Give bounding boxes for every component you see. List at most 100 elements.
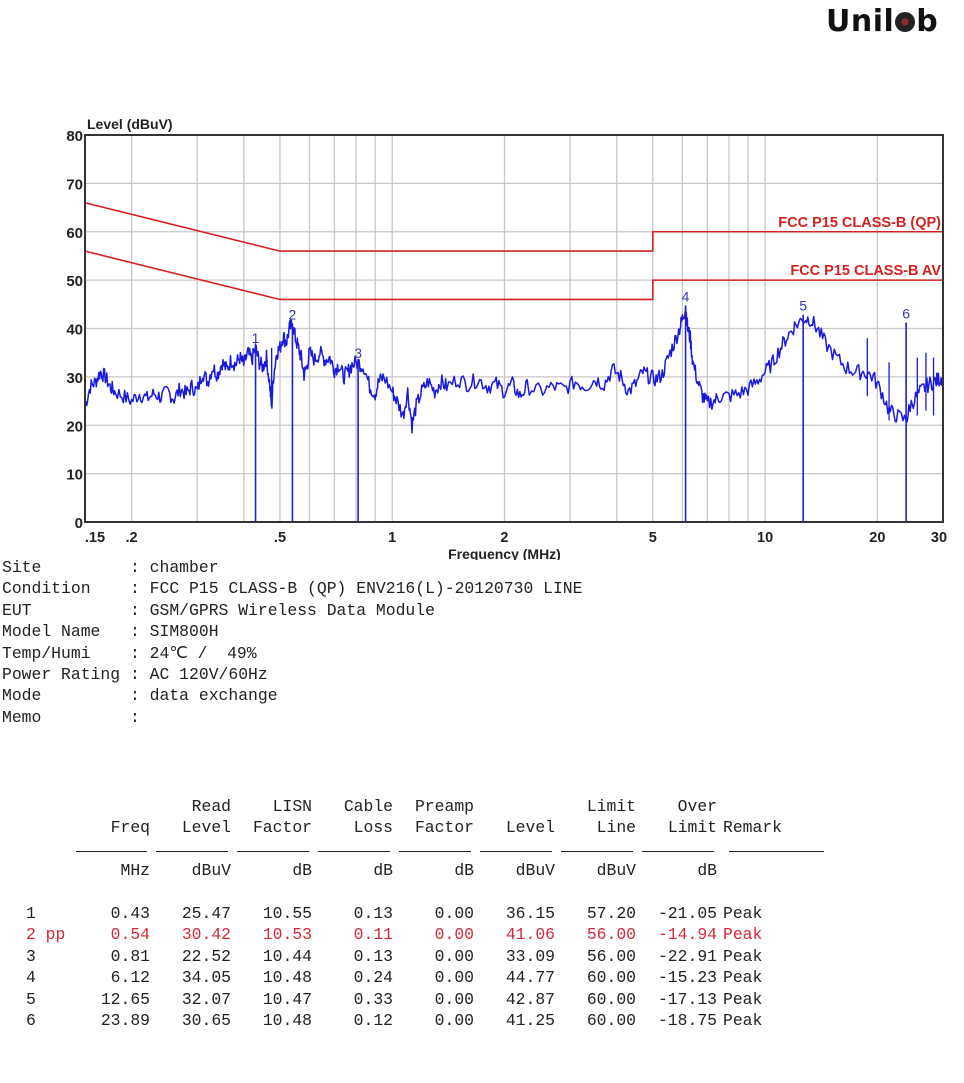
table-cell: 10.47: [262, 989, 312, 1009]
table-cell: 10.55: [262, 903, 312, 923]
table-cell: dBuV: [596, 861, 636, 881]
table-cell: 42.87: [505, 989, 555, 1009]
table-cell: [474, 796, 555, 817]
table-cell: 0.13: [353, 903, 393, 923]
info-label: Site: [2, 558, 42, 577]
header-rule: [561, 839, 633, 852]
marker-label-4: 4: [682, 288, 690, 304]
logo-target-icon: [895, 12, 916, 32]
table-cell: 36.15: [505, 903, 555, 923]
info-row: Power Rating : AC 120V/60Hz: [2, 664, 582, 685]
table-cell: -15.23: [657, 968, 717, 988]
table-cell: 0.00: [434, 946, 474, 966]
table-header-rules: [0, 839, 827, 860]
table-cell: 0.00: [434, 989, 474, 1009]
limit-lines: FCC P15 CLASS-B (QP) FCC P15 CLASS-B AV: [84, 201, 943, 301]
table-row: 4 6.12 34.05 10.48 0.24 0.00 44.77 60.00 -15.23 P…: [0, 967, 827, 988]
table-cell: -17.13: [657, 989, 717, 1009]
table-cell: 0.00: [434, 925, 474, 945]
info-value: :: [130, 707, 140, 727]
table-cell: Over: [677, 797, 717, 816]
table-cell: Limit: [586, 797, 636, 816]
y-tick-label: 60: [66, 225, 83, 242]
info-value: : AC 120V/60Hz: [130, 665, 268, 685]
x-tick-label: 5: [649, 530, 657, 546]
table-cell: 3: [26, 946, 36, 966]
table-cell: 34.05: [181, 968, 231, 988]
table-cell: Peak: [723, 925, 763, 945]
table-row: 5 12.65 32.07 10.47 0.33 0.00 42.87 60.00 -17.13…: [0, 989, 827, 1010]
table-cell: -21.05: [657, 903, 717, 923]
table-cell: [717, 860, 827, 881]
info-row: Site: chamber: [2, 557, 582, 578]
table-cell: 0.12: [353, 1010, 393, 1030]
table-cell: [70, 796, 150, 817]
marker-label-6: 6: [902, 305, 910, 321]
header-rule: [729, 839, 824, 852]
table-cell: 5: [26, 989, 36, 1009]
marker-label-5: 5: [799, 298, 807, 314]
table-cell: 56.00: [586, 925, 636, 945]
table-cell: 56.00: [586, 946, 636, 966]
table-row: 1 0.43 25.47 10.55 0.13 0.00 36.15 57.20 -21.05 P…: [0, 903, 827, 924]
info-row: EUT: GSM/GPRS Wireless Data Module: [2, 600, 582, 621]
header-rule: [156, 839, 228, 852]
table-cell: -18.75: [657, 1010, 717, 1030]
table-cell: 41.06: [505, 925, 555, 945]
info-value: : data exchange: [130, 686, 278, 706]
table-cell: Peak: [723, 946, 763, 966]
table-header-row-2: Freq Level Factor Loss Factor Level Line Limit R…: [0, 817, 827, 838]
table-cell: Line: [596, 818, 636, 838]
x-tick-label: .2: [126, 530, 138, 546]
table-row: 3 0.81 22.52 10.44 0.13 0.00 33.09 56.00 -22.91 P…: [0, 946, 827, 967]
table-cell: 23.89: [100, 1010, 150, 1030]
info-label: Condition: [2, 579, 91, 599]
y-tick-label: 80: [66, 128, 83, 145]
table-cell: Peak: [723, 968, 763, 988]
info-value: : 24℃ / 49%: [130, 643, 257, 663]
x-tick-label: 2: [500, 530, 508, 546]
table-cell: [0, 860, 70, 881]
x-tick-label: .15: [85, 530, 105, 546]
table-units-row: MHz dBuV dB dB dB dBuV dBuV dB: [0, 860, 827, 881]
table-cell: dB: [292, 861, 312, 881]
x-tick-label: 30: [931, 530, 947, 546]
info-value: : FCC P15 CLASS-B (QP) ENV216(L)-2012073…: [130, 579, 583, 599]
table-cell: 60.00: [586, 968, 636, 988]
y-tick-label: 30: [66, 370, 83, 387]
info-label: Power Rating: [2, 665, 121, 685]
table-cell: Freq: [110, 818, 150, 838]
table-cell: 0.33: [353, 989, 393, 1009]
unilab-logo: Unil b: [826, 4, 939, 39]
table-cell: 0.43: [110, 903, 150, 923]
table-cell: 10.48: [262, 1010, 312, 1030]
spectrum-line: [84, 307, 944, 434]
y-tick-label: 0: [75, 515, 83, 532]
y-tick-label: 70: [66, 176, 83, 193]
results-table: Read LISN Cable Preamp Limit Over Freq Level Fac…: [0, 796, 827, 1031]
table-cell: Peak: [723, 1010, 763, 1030]
table-cell: 4: [26, 968, 36, 988]
table-row: 6 23.89 30.65 10.48 0.12 0.00 41.25 60.00 -18.75…: [0, 1010, 827, 1031]
peak-markers: 1 2 3 4 5 6: [252, 288, 910, 522]
x-axis-title: Frequency (MHz): [448, 546, 561, 560]
x-tick-label: 1: [388, 530, 396, 546]
table-cell: Peak: [723, 989, 763, 1009]
info-row: Memo:: [2, 707, 582, 728]
table-cell: 6.12: [110, 968, 150, 988]
table-spacer: [0, 882, 827, 903]
table-cell: 0.00: [434, 1010, 474, 1030]
header-rule: [399, 839, 471, 852]
table-cell: Factor: [252, 818, 312, 838]
table-cell: 30.65: [181, 1010, 231, 1030]
emission-chart: FCC P15 CLASS-B (QP) FCC P15 CLASS-B AV 1…: [66, 116, 947, 560]
table-cell: dBuV: [191, 861, 231, 881]
table-cell: Preamp: [414, 797, 474, 816]
table-cell: Limit: [667, 818, 717, 838]
qp-limit-label: FCC P15 CLASS-B (QP): [778, 215, 941, 231]
table-cell: 10.44: [262, 946, 312, 966]
info-label: Temp/Humi: [2, 643, 91, 663]
info-label: Model Name: [2, 622, 101, 642]
table-cell: 30.42: [181, 925, 231, 945]
info-label: Mode: [2, 686, 42, 706]
